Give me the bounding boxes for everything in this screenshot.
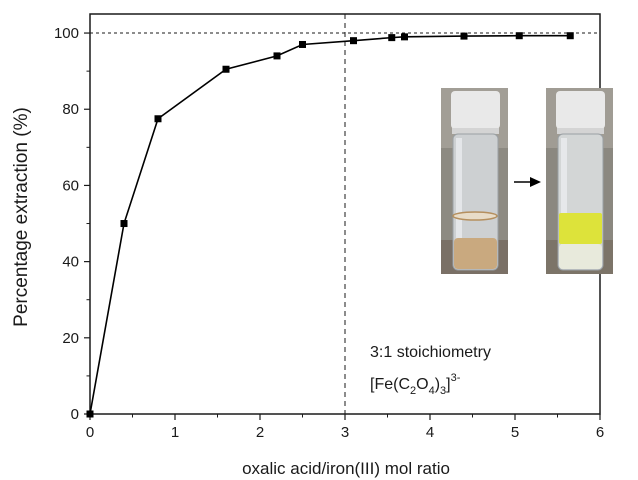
x-tick-label: 6 (596, 424, 604, 441)
formula-part: ) (435, 376, 440, 393)
x-tick-label: 3 (341, 424, 349, 441)
formula-subscript: 4 (429, 385, 435, 397)
data-point (86, 410, 94, 418)
x-axis-ticks: 0 1 2 3 4 5 6 (86, 414, 604, 441)
data-point (350, 37, 357, 45)
vial-cap-icon (451, 91, 500, 129)
data-point (222, 65, 230, 73)
arrow-right-icon (530, 177, 541, 187)
y-tick-label: 100 (54, 25, 79, 42)
data-point (299, 40, 306, 48)
x-tick-label: 4 (426, 424, 434, 441)
data-point (566, 32, 574, 40)
formula-subscript: 2 (410, 385, 416, 397)
formula-superscript: 3- (451, 372, 461, 384)
y-axis-title: Percentage extraction (%) (11, 107, 32, 327)
data-point (401, 33, 408, 41)
vial-liquid-after (559, 213, 602, 244)
x-tick-label: 5 (511, 424, 519, 441)
formula-subscript: 3 (440, 385, 446, 397)
y-tick-label: 60 (62, 177, 79, 194)
formula-part: O (416, 376, 428, 393)
data-point (460, 32, 468, 40)
series-markers (86, 32, 574, 418)
y-tick-label: 0 (71, 406, 79, 423)
inset-photo-before (441, 88, 508, 274)
formula-part: ] (446, 376, 450, 393)
data-point (120, 220, 128, 228)
data-point (388, 34, 396, 42)
series-line (89, 34, 571, 415)
data-point (515, 32, 523, 40)
y-axis-ticks: 0 20 40 60 80 100 (54, 25, 90, 423)
y-tick-label: 20 (62, 330, 79, 347)
data-point (273, 52, 281, 60)
vial-cap-icon (556, 91, 605, 129)
data-point (154, 115, 162, 123)
annotation-formula: [Fe(C2O4)3]3- (370, 372, 461, 397)
x-tick-label: 1 (171, 424, 179, 441)
formula-part: [Fe(C (370, 376, 410, 393)
x-tick-label: 0 (86, 424, 94, 441)
x-axis-title: oxalic acid/iron(III) mol ratio (242, 459, 450, 478)
annotation-stoichiometry: 3:1 stoichiometry (370, 344, 491, 361)
y-tick-label: 40 (62, 254, 79, 271)
y-tick-label: 80 (62, 101, 79, 118)
vial-liquid-before (454, 238, 497, 269)
x-tick-label: 2 (256, 424, 264, 441)
inset-photo-after (546, 88, 613, 274)
